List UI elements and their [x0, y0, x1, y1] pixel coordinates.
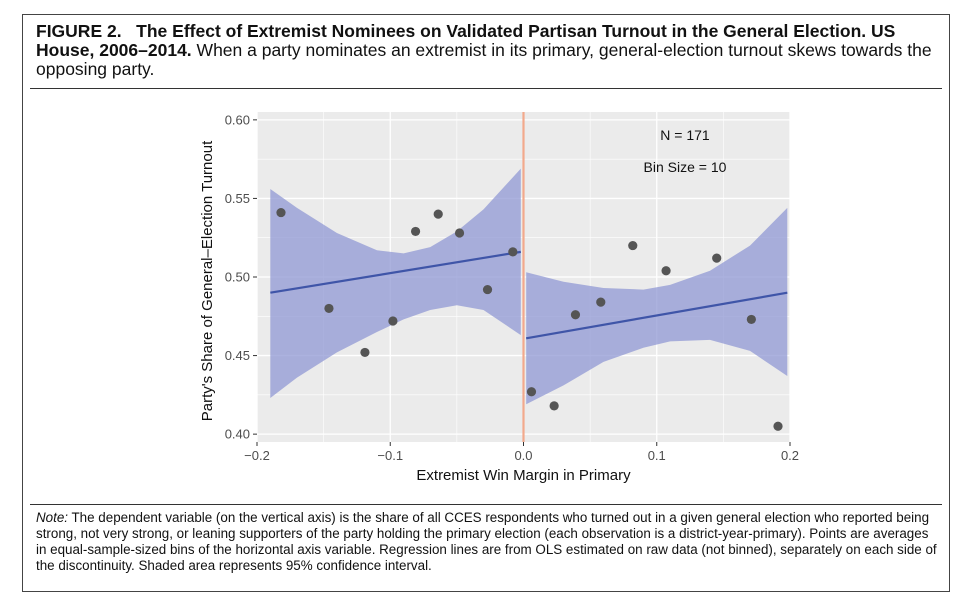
x-tick-label: 0.2 — [781, 448, 799, 463]
x-tick-label: −0.2 — [244, 448, 270, 463]
x-tick-label: 0.0 — [514, 448, 532, 463]
data-point — [324, 303, 334, 314]
data-point — [712, 253, 722, 263]
figure-title: The Effect of Extremist Nominees on Vali… — [36, 21, 896, 60]
data-point — [628, 240, 638, 251]
y-tick-label: 0.40 — [225, 427, 250, 442]
regression-line-right — [525, 291, 788, 340]
confidence-ribbon-left — [270, 168, 521, 398]
y-tick-label: 0.45 — [225, 348, 250, 363]
x-tick-label: −0.1 — [377, 448, 403, 463]
chart-annotation: Bin Size = 10 — [644, 159, 727, 175]
data-point — [596, 297, 606, 307]
data-point — [433, 209, 443, 219]
figure-caption: FIGURE 2. The Effect of Extremist Nomine… — [36, 22, 936, 79]
regression-line-left — [270, 250, 522, 294]
data-point — [661, 266, 671, 276]
x-tick-label: 0.1 — [648, 448, 666, 463]
figure-note: Note: The dependent variable (on the ver… — [36, 510, 942, 574]
note-divider — [30, 504, 942, 505]
note-text: The dependent variable (on the vertical … — [36, 510, 937, 573]
data-point — [454, 228, 465, 238]
figure-label: FIGURE 2. — [36, 21, 122, 41]
data-point — [360, 347, 370, 358]
y-axis-label: Party's Share of General–Election Turnou… — [199, 140, 216, 421]
data-point — [526, 387, 537, 397]
y-tick-label: 0.55 — [225, 191, 250, 206]
data-point — [276, 207, 286, 218]
figure-subtitle: When a party nominates an extremist in i… — [36, 40, 932, 79]
data-point — [549, 401, 559, 411]
data-point — [773, 421, 783, 431]
data-point — [388, 316, 398, 326]
y-tick-label: 0.50 — [225, 270, 250, 285]
x-axis-label: Extremist Win Margin in Primary — [416, 467, 631, 484]
data-point — [746, 314, 756, 325]
chart-annotation: N = 171 — [660, 127, 710, 143]
data-point — [482, 284, 493, 295]
data-point — [410, 226, 421, 237]
note-label: Note: — [36, 510, 69, 525]
data-point — [508, 247, 518, 257]
data-point — [570, 310, 581, 320]
y-tick-label: 0.60 — [225, 112, 250, 127]
caption-divider — [30, 88, 942, 89]
confidence-ribbon-right — [526, 207, 788, 405]
